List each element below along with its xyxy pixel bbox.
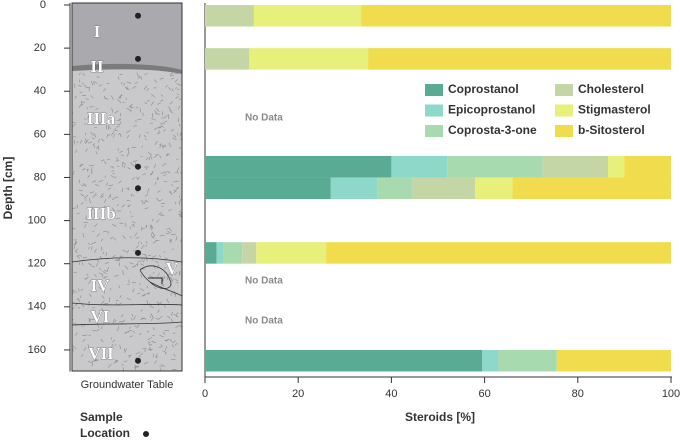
bar-segment bbox=[254, 5, 361, 27]
x-axis-label: Steroids [%] bbox=[405, 410, 475, 424]
unit-label: V bbox=[166, 259, 179, 278]
x-tick-label: 20 bbox=[292, 388, 304, 400]
bar-segment bbox=[217, 242, 224, 263]
layer-i bbox=[72, 3, 182, 72]
y-tick-label: 160 bbox=[28, 344, 46, 356]
bar-segment bbox=[447, 156, 543, 178]
unit-label: IIIb bbox=[86, 204, 115, 223]
annotation: No Data bbox=[245, 276, 283, 287]
legend-label: b-Sitosterol bbox=[578, 123, 645, 137]
bar-segment bbox=[499, 350, 557, 372]
bar-segment bbox=[205, 156, 391, 178]
bar-segment bbox=[482, 350, 498, 372]
legend-label: Cholesterol bbox=[578, 82, 644, 96]
annotation: No Data bbox=[245, 113, 283, 124]
sample-dot bbox=[135, 56, 141, 62]
y-tick-label: 80 bbox=[34, 171, 46, 183]
bar-segment bbox=[224, 242, 243, 263]
x-tick-label: 100 bbox=[662, 388, 680, 400]
y-tick-label: 60 bbox=[34, 128, 46, 140]
y-axis-label: Depth [cm] bbox=[1, 157, 15, 220]
bar-segment bbox=[543, 156, 608, 178]
bar-segment bbox=[205, 350, 482, 372]
x-tick-label: 80 bbox=[572, 388, 584, 400]
y-tick-label: 120 bbox=[28, 258, 46, 270]
y-tick-label: 0 bbox=[40, 0, 46, 11]
bar-segment bbox=[331, 178, 378, 200]
unit-label: II bbox=[90, 57, 104, 76]
sample-dot bbox=[135, 358, 141, 364]
bar-segment bbox=[256, 242, 326, 263]
sample-dot bbox=[135, 164, 141, 170]
bar-segment bbox=[391, 156, 447, 178]
legend-label: Epicoprostanol bbox=[448, 103, 535, 117]
legend-swatch bbox=[425, 105, 443, 117]
bar-segment bbox=[205, 48, 249, 70]
bar-segment bbox=[608, 156, 624, 178]
stratigraphy-column bbox=[69, 3, 184, 373]
bar-segment bbox=[361, 5, 671, 27]
legend-label: Coprosta-3-one bbox=[448, 123, 537, 137]
unit-label: I bbox=[94, 22, 101, 41]
annotation: No Data bbox=[245, 316, 283, 327]
sample-legend: Sample bbox=[80, 410, 123, 424]
unit-label: IIIa bbox=[87, 109, 116, 128]
bar-segment bbox=[205, 242, 217, 263]
bar-segment bbox=[377, 178, 412, 200]
sample-dot bbox=[135, 13, 141, 19]
x-tick-label: 40 bbox=[385, 388, 397, 400]
bar-segment bbox=[242, 242, 256, 263]
bar-segment bbox=[205, 178, 331, 200]
legend-label: Coprostanol bbox=[448, 82, 519, 96]
bar-segment bbox=[249, 48, 368, 70]
sample-legend: Location bbox=[80, 426, 130, 440]
legend-label: Stigmasterol bbox=[578, 103, 651, 117]
bar-segment bbox=[205, 5, 254, 27]
unit-label: IV bbox=[91, 276, 111, 295]
bar-segment bbox=[326, 242, 671, 263]
bar-segment bbox=[557, 350, 671, 372]
bar-segment bbox=[368, 48, 671, 70]
unit-label: VII bbox=[88, 344, 114, 363]
legend-swatch bbox=[425, 84, 443, 96]
x-tick-label: 60 bbox=[478, 388, 490, 400]
x-tick-label: 0 bbox=[202, 388, 208, 400]
bar-segment bbox=[412, 178, 475, 200]
y-tick-label: 100 bbox=[28, 214, 46, 226]
sample-dot bbox=[135, 185, 141, 191]
legend-swatch bbox=[425, 125, 443, 137]
sample-dot bbox=[135, 250, 141, 256]
y-tick-label: 20 bbox=[34, 42, 46, 54]
legend-swatch bbox=[555, 84, 573, 96]
bar-segment bbox=[624, 156, 671, 178]
legend-swatch bbox=[555, 125, 573, 137]
bar-segment bbox=[475, 178, 512, 200]
y-tick-label: 140 bbox=[28, 301, 46, 313]
y-tick-label: 40 bbox=[34, 85, 46, 97]
legend-swatch bbox=[555, 105, 573, 117]
unit-label: VI bbox=[91, 307, 110, 326]
sample-legend-dot bbox=[143, 431, 149, 437]
bar-segment bbox=[513, 178, 671, 200]
column-label: Groundwater Table bbox=[81, 379, 174, 391]
